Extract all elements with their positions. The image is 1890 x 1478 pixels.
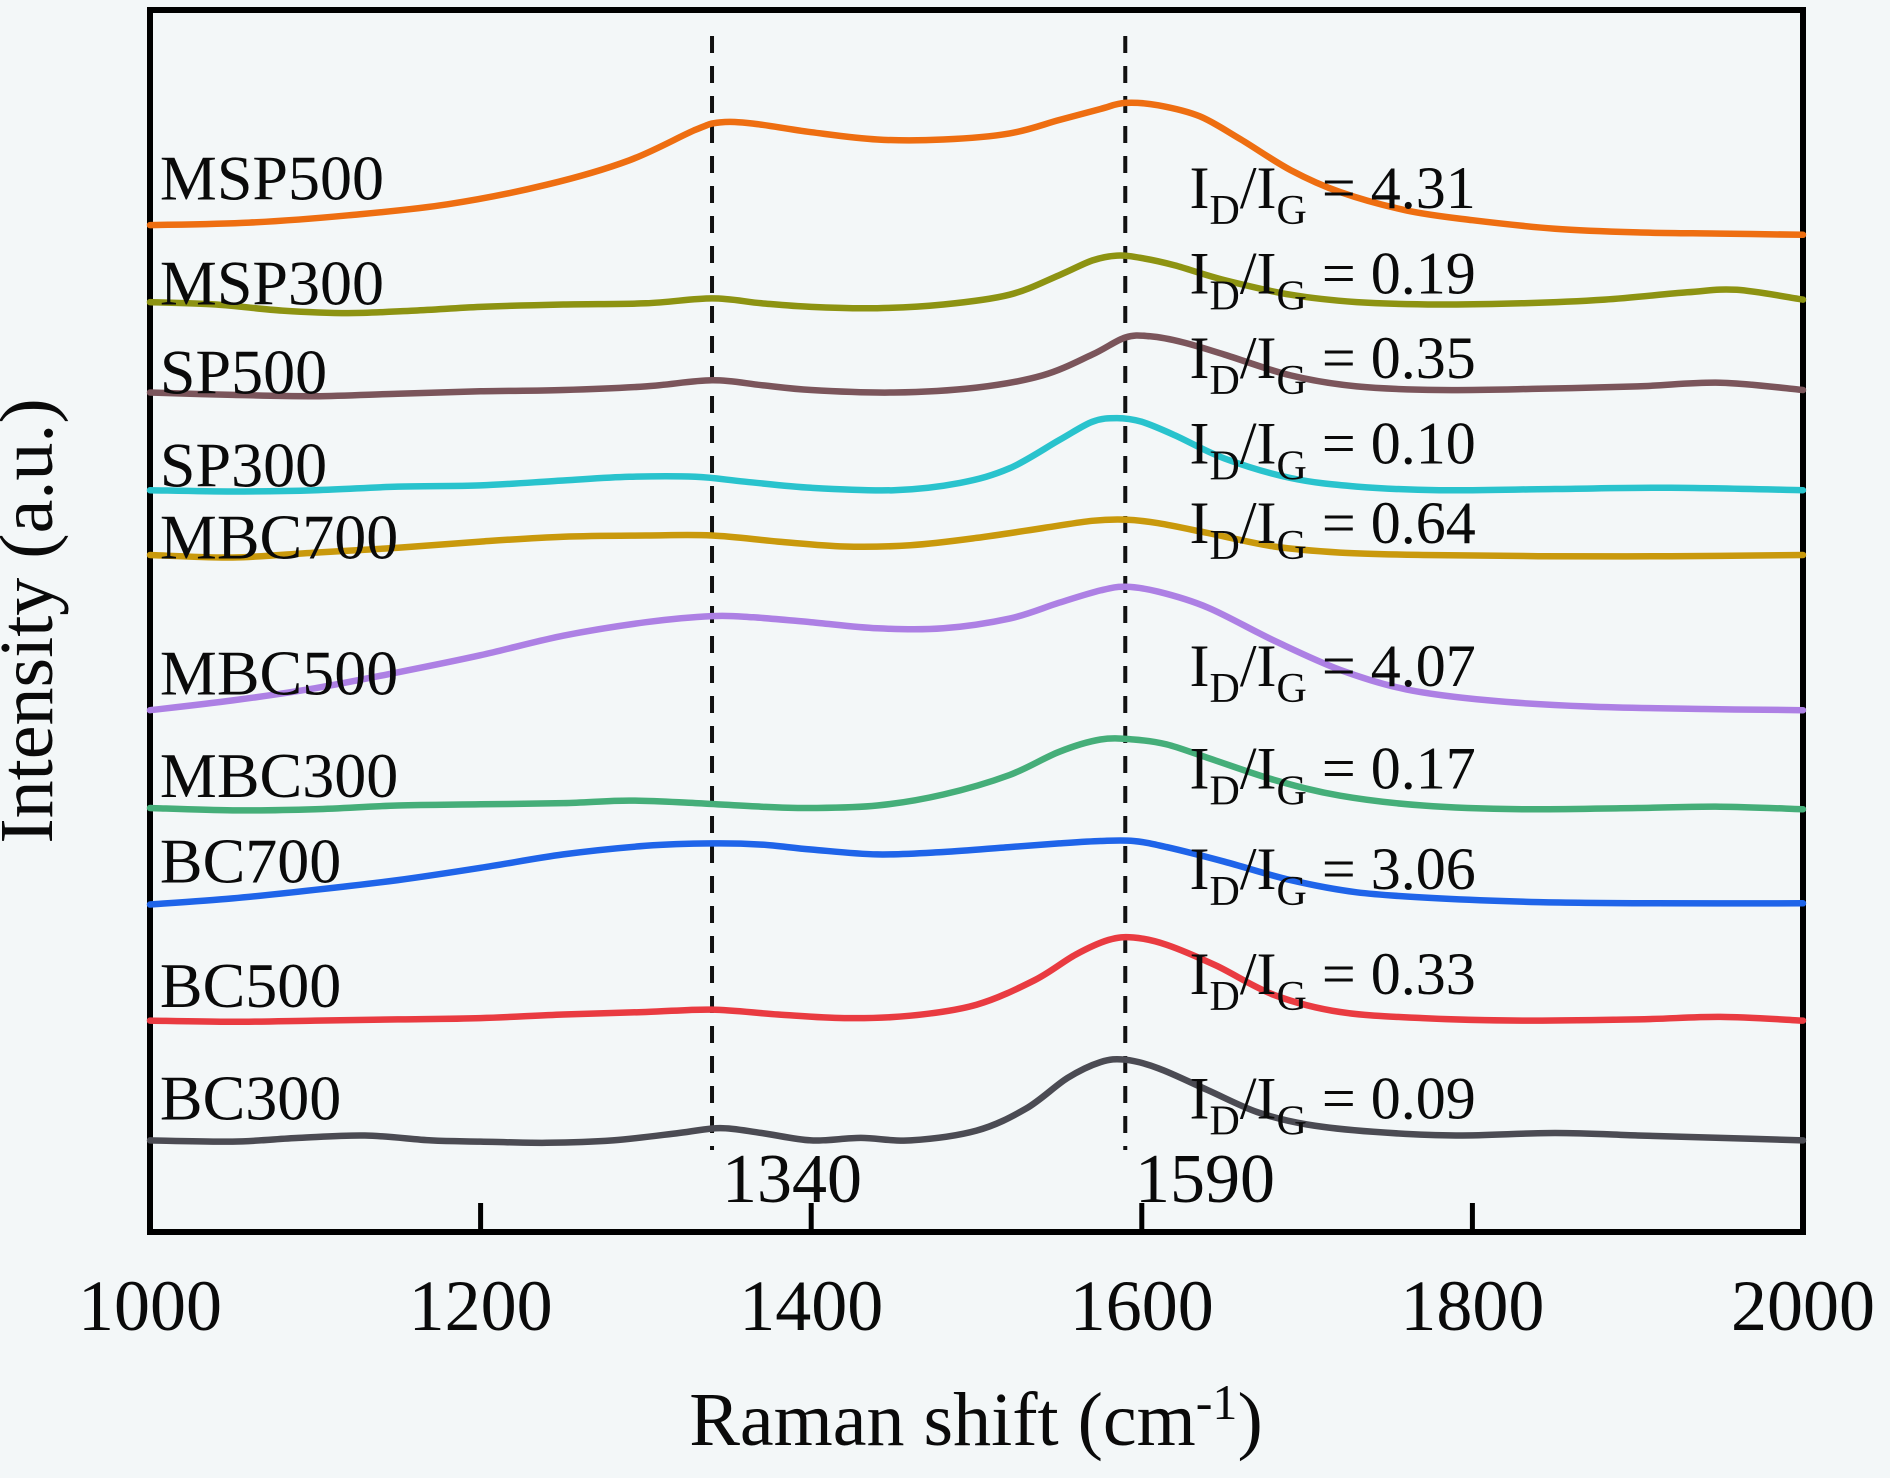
g-band-annotation: 1590 [1135, 1141, 1275, 1218]
id-ig-ratio-msp300: ID/IG = 0.19 [1190, 241, 1476, 320]
x-tick-label-1600: 1600 [1070, 1266, 1214, 1346]
id-ig-ratio-bc500: ID/IG = 0.33 [1190, 941, 1476, 1020]
plot-frame [147, 7, 1806, 1235]
x-tick-label-2000: 2000 [1731, 1266, 1875, 1346]
spectra-layer: MSP500 ID/IG = 4.31 MSP300 ID/IG = 0.19 SP50… [146, 99, 1807, 1147]
x-axis-tick-labels: 1000 1200 1400 1600 1800 2000 [78, 1266, 1875, 1346]
y-axis-title: Intensity (a.u.) [0, 398, 69, 843]
spectrum-curve-msp500 [146, 99, 1807, 239]
spectrum-curve-mbc300 [146, 735, 1807, 814]
series-label-bc700: BC700 [160, 826, 341, 897]
spectrum-curve-sp300 [146, 414, 1807, 495]
series-label-mbc500: MBC500 [160, 637, 398, 708]
x-axis-title: Raman shift (cm-1) [689, 1374, 1263, 1462]
id-ig-ratio-mbc700: ID/IG = 0.64 [1190, 490, 1476, 569]
x-tick-label-1000: 1000 [78, 1266, 222, 1346]
series-label-msp500: MSP500 [160, 142, 384, 213]
x-tick-label-1400: 1400 [739, 1266, 883, 1346]
spectrum-curve-msp300 [146, 252, 1807, 317]
spectrum-curve-bc700 [146, 837, 1807, 908]
series-label-mbc700: MBC700 [160, 502, 398, 573]
x-tick-label-1800: 1800 [1400, 1266, 1544, 1346]
id-ig-ratio-mbc300: ID/IG = 0.17 [1190, 736, 1476, 815]
id-ig-ratio-msp500: ID/IG = 4.31 [1190, 155, 1476, 234]
spectrum-curve-mbc700 [146, 516, 1807, 561]
band-guides-layer [710, 36, 1128, 1150]
id-ig-ratio-bc300: ID/IG = 0.09 [1190, 1066, 1476, 1145]
id-ig-ratio-bc700: ID/IG = 3.06 [1190, 836, 1476, 915]
spectrum-curve-sp500 [146, 332, 1807, 400]
series-label-msp300: MSP300 [160, 248, 384, 319]
x-tick-label-1200: 1200 [409, 1266, 553, 1346]
d-band-annotation: 1340 [722, 1141, 862, 1218]
id-ig-ratio-sp300: ID/IG = 0.10 [1190, 411, 1476, 490]
series-label-sp300: SP300 [160, 430, 327, 501]
spectrum-curve-mbc500 [146, 583, 1807, 714]
id-ig-ratio-mbc500: ID/IG = 4.07 [1190, 633, 1476, 712]
series-label-bc300: BC300 [160, 1063, 341, 1134]
id-ig-ratio-sp500: ID/IG = 0.35 [1190, 325, 1476, 404]
series-label-bc500: BC500 [160, 950, 341, 1021]
spectrum-curve-bc500 [146, 933, 1807, 1026]
x-axis-ticks-layer [478, 1203, 1475, 1229]
series-label-mbc300: MBC300 [160, 740, 398, 811]
spectrum-curve-bc300 [146, 1055, 1807, 1147]
series-label-sp500: SP500 [160, 337, 327, 408]
